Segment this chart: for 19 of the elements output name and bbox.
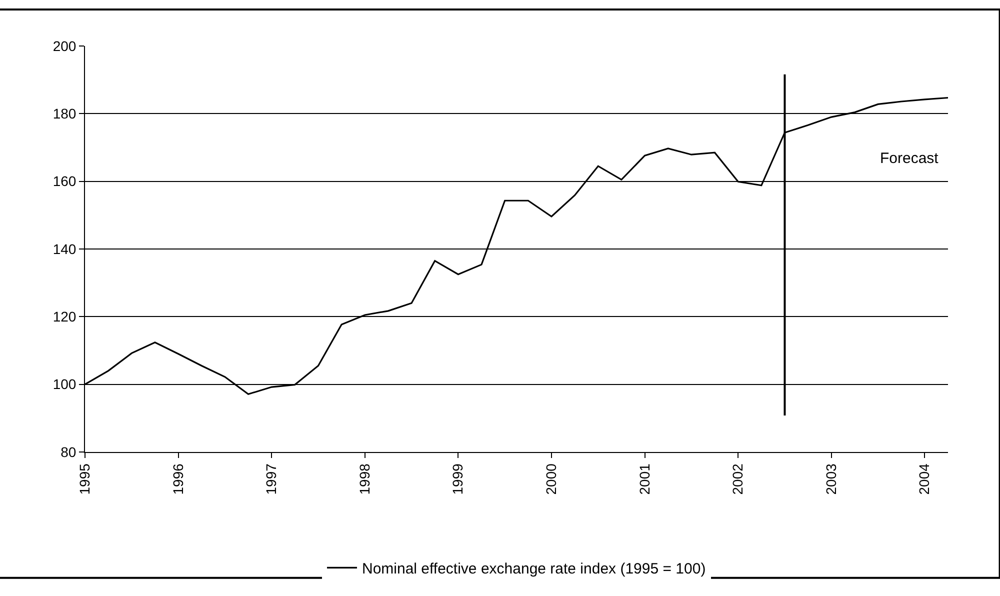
y-tick-label: 140: [52, 240, 76, 257]
y-tick-label: 200: [52, 38, 76, 54]
x-tick-label: 2002: [730, 463, 746, 495]
y-tick-label: 120: [52, 308, 76, 325]
x-tick-label: 2001: [636, 463, 652, 495]
annotation: Forecast: [880, 150, 940, 167]
x-tick-label: 2000: [543, 463, 560, 495]
x-tick-label: 1995: [76, 463, 93, 495]
y-tick-label: 180: [52, 106, 76, 122]
y-tick-label: 100: [52, 376, 76, 392]
x-tick-label: 1997: [263, 463, 280, 495]
y-tick-label: 80: [60, 444, 76, 460]
legend-label: Nominal effective exchange rate index (1995 = 100): [362, 560, 706, 578]
x-tick-label: 2003: [822, 463, 839, 495]
x-tick-label: 2004: [916, 463, 932, 495]
x-tick-label: 1996: [170, 463, 186, 495]
y-tick-label: 160: [52, 173, 76, 190]
x-tick-label: 1999: [450, 463, 466, 495]
x-tick-label: 1998: [356, 463, 372, 495]
